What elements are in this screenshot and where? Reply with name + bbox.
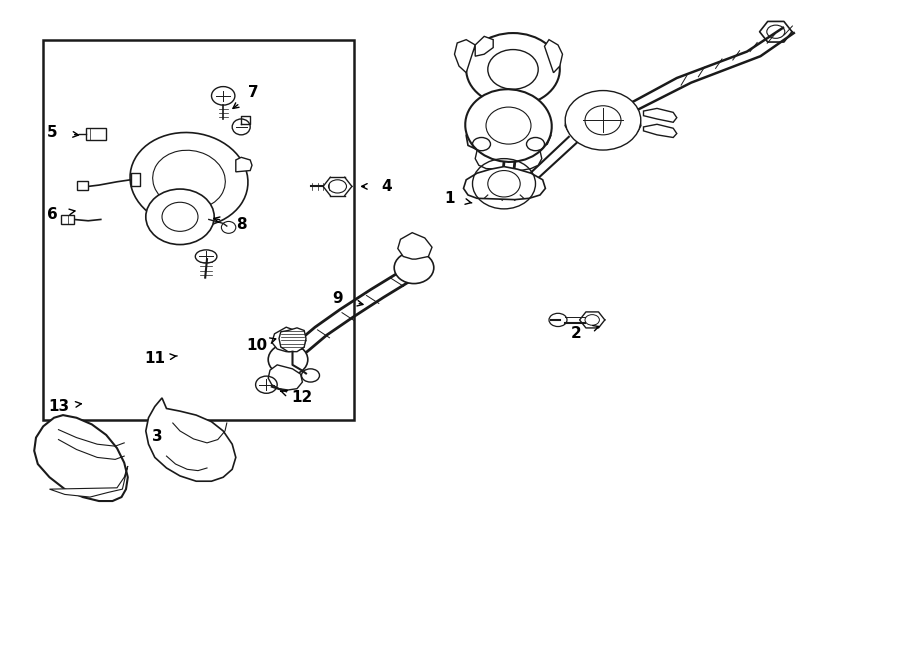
Polygon shape — [644, 124, 677, 137]
Ellipse shape — [466, 33, 560, 106]
Polygon shape — [398, 233, 432, 259]
Polygon shape — [464, 167, 545, 200]
Polygon shape — [466, 114, 551, 151]
Text: 3: 3 — [152, 429, 163, 444]
Polygon shape — [544, 40, 562, 73]
Text: 1: 1 — [445, 191, 455, 206]
Polygon shape — [475, 140, 542, 171]
Text: 4: 4 — [382, 179, 392, 194]
Bar — [43, 40, 354, 420]
Polygon shape — [146, 398, 236, 481]
Polygon shape — [272, 327, 306, 352]
Text: 2: 2 — [571, 327, 581, 341]
Ellipse shape — [146, 189, 214, 245]
Text: 7: 7 — [248, 85, 259, 100]
Polygon shape — [50, 466, 128, 497]
Polygon shape — [475, 36, 493, 56]
Polygon shape — [34, 415, 128, 501]
Polygon shape — [565, 106, 641, 137]
Polygon shape — [236, 157, 252, 172]
Text: 9: 9 — [332, 292, 343, 306]
Text: 13: 13 — [48, 399, 69, 414]
Polygon shape — [86, 128, 106, 140]
Ellipse shape — [394, 252, 434, 284]
Polygon shape — [61, 215, 74, 224]
Text: 10: 10 — [246, 338, 267, 352]
Ellipse shape — [268, 344, 308, 375]
Ellipse shape — [465, 89, 552, 162]
Ellipse shape — [130, 132, 248, 227]
Text: 11: 11 — [144, 351, 166, 366]
Ellipse shape — [565, 91, 641, 150]
Polygon shape — [76, 181, 88, 190]
Polygon shape — [279, 328, 306, 352]
Text: 6: 6 — [47, 208, 58, 222]
Text: 8: 8 — [236, 217, 247, 232]
Polygon shape — [644, 108, 677, 122]
Polygon shape — [454, 40, 475, 73]
Polygon shape — [268, 365, 302, 390]
Text: 5: 5 — [47, 125, 58, 139]
Text: 12: 12 — [291, 391, 312, 405]
